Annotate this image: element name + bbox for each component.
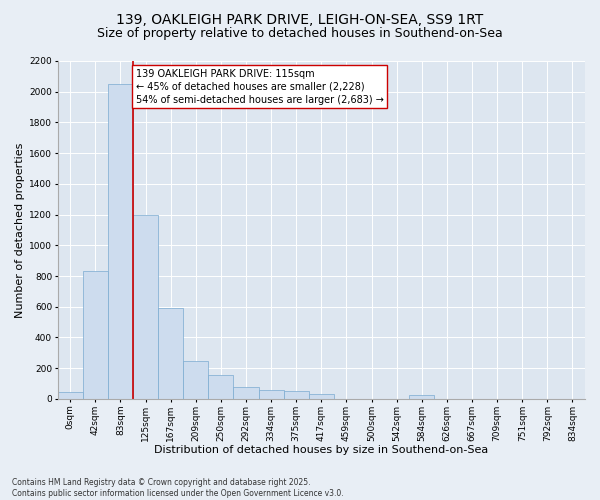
Bar — [409, 395, 434, 399]
X-axis label: Distribution of detached houses by size in Southend-on-Sea: Distribution of detached houses by size … — [154, 445, 488, 455]
Text: Size of property relative to detached houses in Southend-on-Sea: Size of property relative to detached ho… — [97, 28, 503, 40]
Bar — [158, 308, 183, 399]
Bar — [208, 375, 233, 399]
Bar — [83, 272, 108, 399]
Bar — [58, 392, 83, 399]
Bar — [309, 394, 334, 399]
Bar — [133, 214, 158, 399]
Bar — [284, 391, 309, 399]
Y-axis label: Number of detached properties: Number of detached properties — [15, 142, 25, 318]
Text: Contains HM Land Registry data © Crown copyright and database right 2025.
Contai: Contains HM Land Registry data © Crown c… — [12, 478, 344, 498]
Bar — [233, 388, 259, 399]
Text: 139 OAKLEIGH PARK DRIVE: 115sqm
← 45% of detached houses are smaller (2,228)
54%: 139 OAKLEIGH PARK DRIVE: 115sqm ← 45% of… — [136, 68, 383, 105]
Text: 139, OAKLEIGH PARK DRIVE, LEIGH-ON-SEA, SS9 1RT: 139, OAKLEIGH PARK DRIVE, LEIGH-ON-SEA, … — [116, 12, 484, 26]
Bar — [259, 390, 284, 399]
Bar — [183, 360, 208, 399]
Bar — [108, 84, 133, 399]
